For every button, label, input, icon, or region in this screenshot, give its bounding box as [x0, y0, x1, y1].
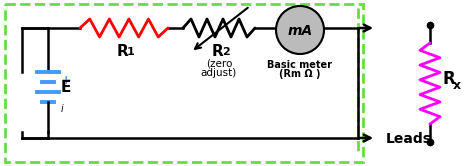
Circle shape	[276, 6, 324, 54]
Text: x: x	[453, 79, 461, 92]
Text: (Rm Ω ): (Rm Ω )	[279, 69, 321, 79]
Text: mA: mA	[287, 24, 313, 38]
Text: R: R	[212, 44, 224, 59]
Text: R: R	[443, 71, 456, 88]
Text: 2: 2	[222, 47, 230, 57]
Text: 1: 1	[127, 47, 135, 57]
Text: Basic meter: Basic meter	[267, 60, 332, 70]
Text: +: +	[61, 74, 72, 87]
Text: R: R	[117, 44, 129, 59]
Text: i: i	[61, 104, 64, 114]
Text: E: E	[61, 81, 72, 95]
Text: Leads: Leads	[386, 132, 432, 146]
Text: (zero: (zero	[206, 58, 232, 68]
Text: adjust): adjust)	[201, 68, 237, 78]
